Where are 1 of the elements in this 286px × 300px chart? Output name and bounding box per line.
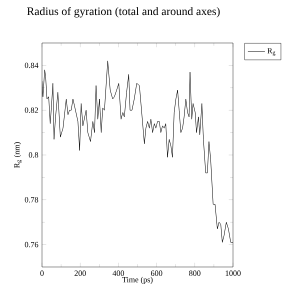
chart-title: Radius of gyration (total and around axes) xyxy=(27,6,220,18)
